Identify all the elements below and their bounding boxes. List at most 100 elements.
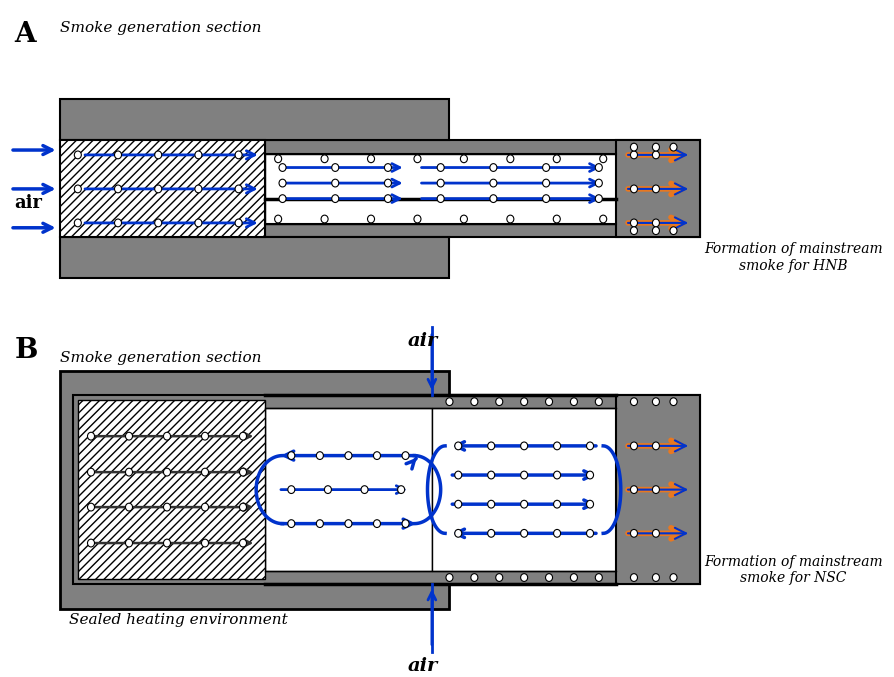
Circle shape [520,500,527,508]
Circle shape [384,195,392,202]
Circle shape [455,442,462,450]
Circle shape [235,219,242,227]
Bar [265,154,616,224]
Circle shape [325,485,332,494]
Circle shape [332,164,339,171]
Circle shape [488,471,494,479]
Circle shape [274,215,282,223]
Circle shape [279,179,286,187]
Circle shape [496,398,502,406]
Circle shape [570,398,578,406]
Circle shape [361,485,368,494]
Circle shape [586,529,594,538]
Bar [60,370,450,609]
Circle shape [201,468,208,476]
Circle shape [600,155,607,162]
Circle shape [460,155,468,162]
Circle shape [595,573,603,582]
Circle shape [653,227,660,234]
Circle shape [553,442,561,450]
Circle shape [74,151,81,159]
Circle shape [316,452,324,460]
Circle shape [600,215,607,223]
Bar [73,395,700,584]
Circle shape [125,433,132,440]
Circle shape [670,227,677,234]
Circle shape [155,185,162,193]
Circle shape [586,471,594,479]
Bar [265,140,700,238]
Circle shape [114,151,122,159]
Circle shape [507,215,514,223]
Circle shape [374,520,381,527]
Circle shape [201,539,208,547]
Circle shape [630,227,637,234]
Circle shape [630,529,637,538]
Bar [60,140,265,238]
Circle shape [88,539,95,547]
Text: A: A [14,21,36,48]
Circle shape [288,485,295,494]
Circle shape [195,185,202,193]
Circle shape [653,185,660,193]
Circle shape [488,529,494,538]
Circle shape [653,151,660,159]
Circle shape [446,398,453,406]
Circle shape [595,398,603,406]
Circle shape [520,442,527,450]
Circle shape [88,433,95,440]
Circle shape [345,452,352,460]
Circle shape [288,452,295,460]
Circle shape [240,503,247,511]
Circle shape [88,503,95,511]
Circle shape [345,520,352,527]
Circle shape [543,179,550,187]
Circle shape [240,433,247,440]
Circle shape [488,442,494,450]
Circle shape [88,468,95,476]
Circle shape [74,219,81,227]
Circle shape [235,151,242,159]
Circle shape [279,164,286,171]
Circle shape [490,164,497,171]
Circle shape [201,503,208,511]
Circle shape [164,539,171,547]
Circle shape [630,485,637,494]
Circle shape [586,500,594,508]
Circle shape [595,179,603,187]
Circle shape [402,452,409,460]
Circle shape [384,164,392,171]
Circle shape [653,442,660,450]
Circle shape [553,155,561,162]
Circle shape [155,151,162,159]
Circle shape [507,155,514,162]
Circle shape [195,151,202,159]
Circle shape [164,433,171,440]
Circle shape [414,155,421,162]
Circle shape [520,529,527,538]
Circle shape [630,185,637,193]
Circle shape [543,164,550,171]
Circle shape [321,215,328,223]
Text: Formation of mainstream
smoke for NSC: Formation of mainstream smoke for NSC [704,555,883,586]
Circle shape [520,573,527,582]
Circle shape [384,179,392,187]
Circle shape [545,398,552,406]
Circle shape [653,573,660,582]
Circle shape [74,185,81,193]
Circle shape [367,215,375,223]
Circle shape [543,195,550,202]
Circle shape [653,529,660,538]
Circle shape [279,195,286,202]
Bar [60,99,450,140]
Circle shape [114,185,122,193]
Circle shape [201,433,208,440]
Circle shape [630,573,637,582]
Circle shape [455,471,462,479]
Circle shape [398,485,405,494]
Circle shape [240,468,247,476]
Circle shape [235,185,242,193]
Circle shape [630,398,637,406]
Circle shape [274,155,282,162]
Text: air: air [408,657,438,675]
